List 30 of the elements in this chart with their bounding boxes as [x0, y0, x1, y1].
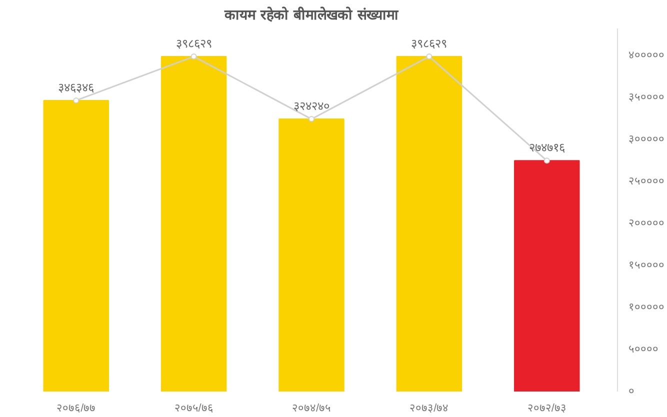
data-label: ३९८६२९ — [176, 36, 212, 51]
point — [73, 97, 80, 104]
bar — [514, 160, 580, 392]
y-tick-label: २५०००० — [628, 175, 664, 188]
x-tick-label: २०७६/७७ — [56, 402, 96, 414]
data-label: ३९८६२९ — [411, 36, 448, 51]
bar — [160, 56, 227, 392]
bar — [396, 56, 462, 392]
y-tick-label: २००००० — [628, 217, 664, 230]
y-tick-label: ३००००० — [628, 133, 664, 146]
data-label: ३२४२४० — [294, 99, 330, 114]
bar — [43, 100, 109, 392]
point — [544, 158, 550, 164]
x-tick-label: २०७४/७५ — [292, 402, 332, 414]
x-tick-label: २०७३/७४ — [410, 402, 449, 414]
point — [426, 54, 432, 60]
data-label: २७४७१६ — [528, 140, 565, 155]
y-tick-label: १५०००० — [628, 259, 664, 272]
chart-title: कायम रहेको बीमालेखको संख्यामा — [224, 6, 400, 24]
x-tick-label: २०७५/७६ — [174, 402, 214, 414]
y-tick-label: ४००००० — [628, 49, 664, 62]
data-label: ३४६३४६ — [58, 80, 94, 94]
y-tick-label: ५०००० — [628, 343, 658, 356]
y-tick-label: ० — [628, 386, 634, 398]
x-tick-label: २०७२/७३ — [527, 402, 566, 414]
point — [308, 116, 314, 122]
bar — [278, 118, 344, 392]
y-tick-label: ३५०००० — [628, 91, 664, 104]
y-tick-label: १००००० — [628, 301, 664, 314]
point — [190, 54, 197, 60]
